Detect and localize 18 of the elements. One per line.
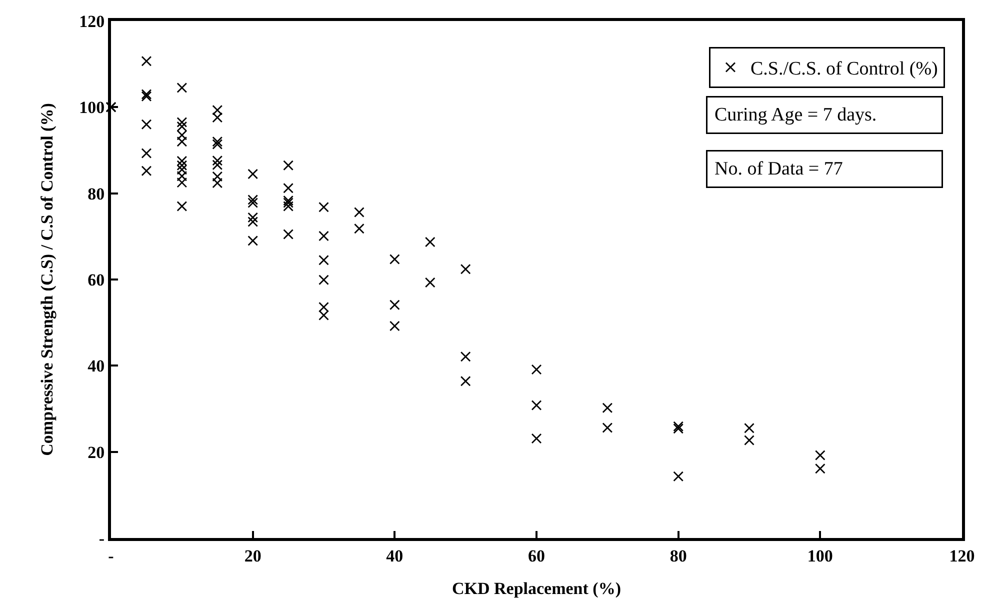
y-tick-label: - [98,528,105,548]
x-tick-label: 120 [949,546,975,566]
y-tick-label: 80 [88,184,105,204]
y-axis-title: Compressive Strength (C.S) / C.S of Control (%) [38,103,57,456]
x-tick-label: 20 [244,546,262,566]
y-tick-label: 20 [88,442,105,462]
y-tick-label: 40 [88,356,105,376]
annotation: No. of Data = 77 [714,158,843,180]
y-tick-label: 120 [79,12,105,31]
legend-label: C.S./C.S. of Control (%) [750,58,938,80]
y-tick-label: 60 [88,270,105,290]
x-tick-label: 40 [386,546,404,566]
x-tick-label: 100 [807,546,833,566]
x-axis-title: CKD Replacement (%) [452,578,622,598]
y-tick-label: 100 [79,98,105,118]
x-tick-label: 80 [670,546,687,566]
annotation: Curing Age = 7 days. [714,104,877,126]
x-tick-label: 60 [528,546,545,566]
